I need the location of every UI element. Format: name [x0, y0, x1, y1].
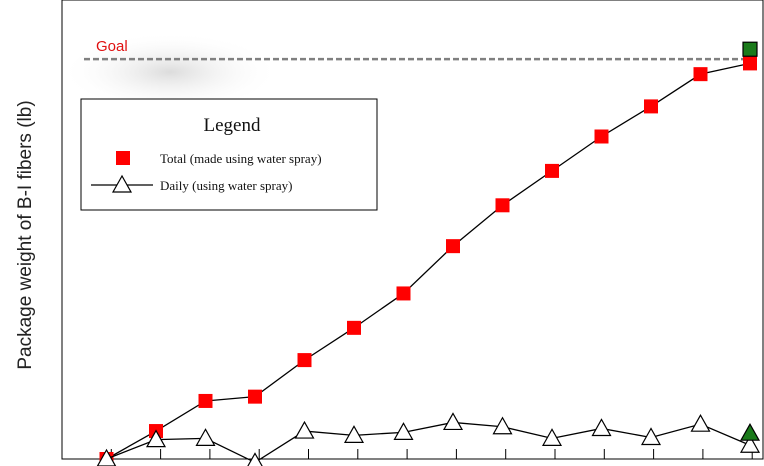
legend-marker-total [116, 151, 130, 165]
goal-group: Goal [84, 38, 752, 61]
data-point [247, 452, 263, 466]
data-point [248, 389, 262, 404]
series-group [96, 41, 761, 466]
data-point [446, 239, 460, 254]
data-point [396, 286, 411, 301]
data-point [640, 427, 662, 446]
plot-frame [61, 0, 764, 460]
data-point [739, 435, 761, 453]
data-point [545, 163, 559, 178]
final-marker [739, 422, 761, 441]
data-point [198, 393, 213, 408]
legend-marker-daily [111, 174, 133, 193]
data-point [393, 422, 414, 440]
final-marker [742, 41, 758, 57]
axes [61, 0, 764, 460]
data-point [690, 413, 711, 432]
data-point [591, 418, 612, 437]
data-point [343, 425, 365, 443]
data-point [492, 416, 513, 435]
data-point [294, 420, 315, 439]
series-daily [96, 412, 761, 466]
data-point [442, 412, 464, 431]
data-point [495, 198, 510, 213]
y-axis-label: Package weight of B-I fibers (lb) [15, 100, 36, 369]
data-point [693, 67, 708, 82]
data-point [644, 99, 658, 114]
legend-label-daily: Daily (using water spray) [160, 178, 293, 193]
background-smudge [60, 32, 280, 112]
data-point [195, 428, 216, 446]
data-point [96, 448, 117, 466]
data-point [297, 353, 312, 368]
data-point [145, 429, 167, 448]
legend: Legend Total (made using water spray) Dail… [80, 98, 378, 211]
legend-label-total: Total (made using water spray) [160, 151, 322, 166]
data-point [594, 129, 609, 144]
goal-label: Goal [96, 38, 128, 55]
data-point [347, 320, 361, 335]
legend-title: Legend [204, 115, 261, 136]
data-point [541, 428, 563, 446]
data-point [743, 56, 757, 71]
